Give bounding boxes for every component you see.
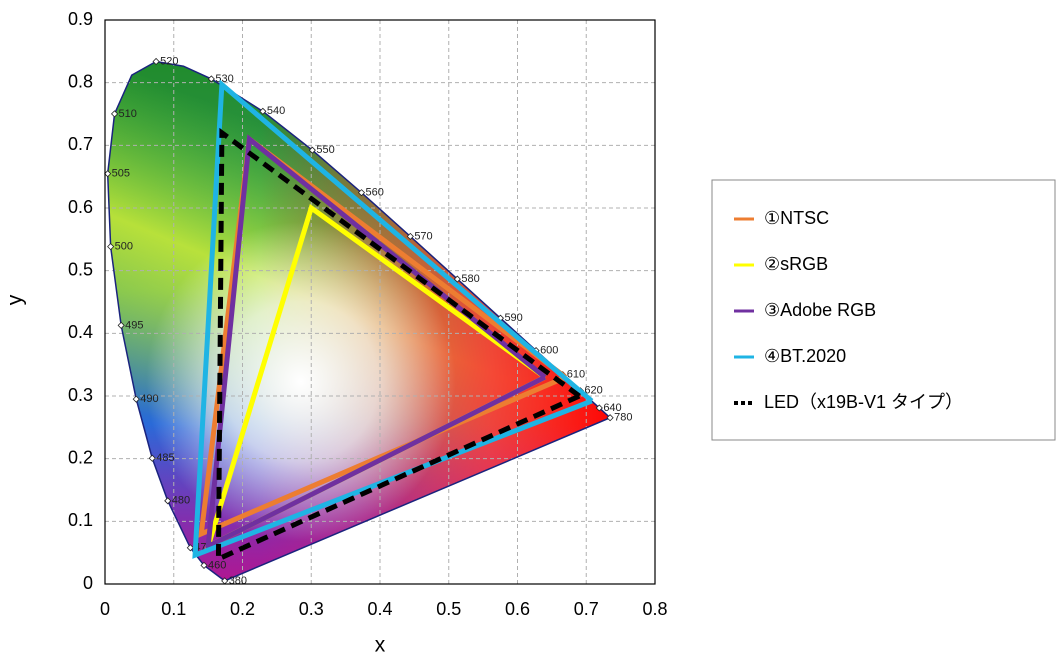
y-tick-label: 0.9 (68, 9, 93, 29)
y-tick-label: 0.2 (68, 447, 93, 467)
legend-box (711, 179, 1056, 441)
x-tick-label: 0.4 (367, 599, 392, 619)
locus-point (164, 497, 172, 505)
gamut-line (192, 79, 594, 559)
y-tick-label: 0.6 (68, 197, 93, 217)
locus-point (453, 275, 461, 283)
legend-label: ①NTSC (764, 208, 829, 228)
locus-point (606, 414, 614, 422)
legend-label: ②sRGB (764, 254, 828, 274)
locus-point (104, 170, 112, 178)
y-tick-label: 0.4 (68, 322, 93, 342)
y-tick-label: 0.1 (68, 510, 93, 530)
gamut-line (215, 127, 581, 563)
wavelength-label: 530 (215, 73, 233, 85)
wavelength-label: 495 (125, 319, 143, 331)
axes: 0 0.1 0.2 0.3 0.4 0.5 0.6 0.7 0.8 0 0.1 0.2 0.3 0.4 0.… (68, 9, 668, 619)
wavelength-label: 490 (140, 393, 158, 405)
locus-point (200, 561, 208, 569)
wavelength-label: 510 (119, 108, 137, 120)
locus-point (110, 110, 119, 118)
wavelength-label: 380 (229, 575, 247, 587)
wavelength-label: 520 (160, 55, 178, 67)
wavelength-label: 560 (366, 187, 384, 199)
wavelength-label: 620 (584, 385, 602, 397)
wavelength-label: 590 (504, 312, 522, 324)
wavelength-label: 780 (614, 412, 632, 424)
legend-label: LED（x19B-V1 タイプ） (764, 392, 963, 412)
y-tick-label: 0.7 (68, 134, 93, 154)
x-tick-label: 0.7 (574, 599, 599, 619)
wavelength-label: 570 (414, 230, 432, 242)
x-tick-label: 0.6 (505, 599, 530, 619)
locus-point (357, 189, 366, 197)
wavelength-label: 540 (267, 105, 285, 117)
locus-point (221, 577, 229, 585)
gamut-line (198, 134, 568, 538)
locus-point (308, 146, 316, 154)
gamut-line (205, 134, 547, 551)
locus-point (259, 107, 267, 115)
y-tick-label: 0.8 (68, 71, 93, 91)
wavelength-label: 640 (603, 402, 621, 414)
locus-point (595, 404, 603, 412)
x-tick-label: 0.1 (161, 599, 186, 619)
locus-point (406, 232, 414, 240)
y-tick-label: 0.5 (68, 259, 93, 279)
wavelength-label: 480 (172, 495, 190, 507)
locus-point (152, 57, 160, 66)
plot-frame (104, 19, 656, 585)
series (192, 79, 594, 563)
locus-point (117, 321, 125, 329)
x-tick-label: 0.2 (230, 599, 255, 619)
wavelength-label: 500 (115, 241, 133, 253)
locus-point (107, 243, 115, 251)
locus-point (148, 454, 156, 462)
x-tick-label: 0.5 (436, 599, 461, 619)
wavelength-label: 580 (461, 273, 479, 285)
legend-label: ③Adobe RGB (764, 300, 876, 320)
wavelength-label: 460 (208, 559, 226, 571)
y-tick-label: 0.3 (68, 385, 93, 405)
y-axis-title: y (4, 294, 27, 305)
locus-point (132, 395, 140, 403)
x-axis-title: x (375, 634, 386, 657)
wavelength-label: 610 (567, 369, 585, 381)
x-tick-label: 0 (100, 599, 110, 619)
wavelength-label: 505 (112, 168, 130, 180)
x-tick-label: 0.3 (299, 599, 324, 619)
x-tick-label: 0.8 (642, 599, 667, 619)
wavelength-label: 550 (316, 144, 334, 156)
locus-point (207, 75, 215, 83)
wavelength-label: 600 (540, 344, 558, 356)
legend-label: ④BT.2020 (764, 346, 846, 366)
legend: ①NTSC ②sRGB ③Adobe RGB ④BT.2020 LED（x19B-V1 … (734, 208, 963, 412)
wavelength-label: 485 (156, 452, 174, 464)
y-tick-label: 0 (83, 573, 93, 593)
